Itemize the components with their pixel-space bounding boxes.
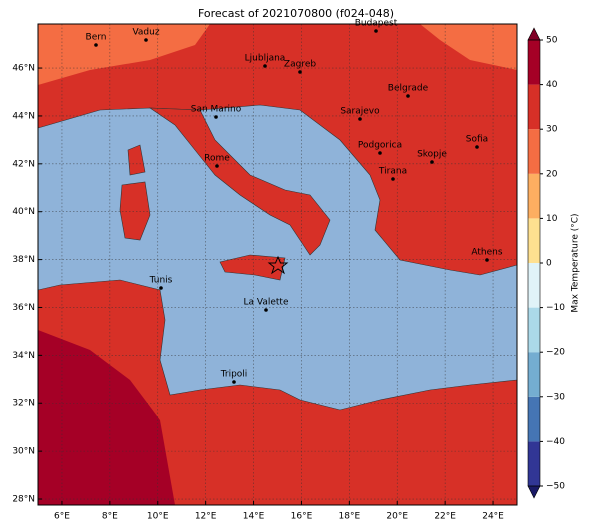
city-dot (214, 115, 218, 119)
city-dot (358, 117, 362, 121)
sardinia (119, 181, 151, 241)
colorbar-tick-label: −30 (546, 392, 565, 402)
sicily (219, 254, 286, 281)
city-dot (159, 286, 163, 290)
y-tick-label: 44°N (12, 111, 35, 121)
city-label: Bern (86, 33, 107, 43)
city-dot (94, 43, 98, 47)
city-label: Tirana (378, 167, 407, 177)
colorbar-tick-label: 30 (546, 125, 558, 135)
city-label: Tripoli (220, 370, 248, 380)
colorbar-tick-label: −40 (546, 437, 565, 447)
city-dot (475, 145, 479, 149)
colorbar-bin (528, 396, 540, 442)
city-dot (263, 64, 267, 68)
city-label: La Valette (244, 298, 289, 308)
city-dot (144, 38, 148, 42)
x-tick-label: 10°E (147, 512, 169, 522)
city-dot (391, 177, 395, 181)
city-label: Skopje (417, 150, 447, 160)
warm-zone (38, 24, 210, 85)
city-dot (374, 29, 378, 33)
city-label: Ljubljana (245, 54, 286, 64)
colorbar-bin (528, 352, 540, 397)
colorbar-bin (528, 441, 540, 486)
x-tick-label: 14°E (243, 512, 265, 522)
city-dot (264, 308, 268, 312)
city-dot (232, 380, 236, 384)
x-tick-label: 8°E (102, 512, 118, 522)
y-tick-label: 38°N (12, 255, 35, 265)
colorbar-bin (528, 263, 540, 308)
y-tick-label: 28°N (12, 495, 35, 505)
colorbar-under (527, 485, 541, 499)
x-tick-label: 12°E (195, 512, 217, 522)
city-label: Sofia (466, 135, 488, 145)
city-dot (430, 160, 434, 164)
city-label: Vaduz (132, 28, 159, 38)
city-label: Belgrade (388, 84, 429, 94)
colorbar-tick-label: 40 (546, 80, 558, 90)
city-dot (406, 94, 410, 98)
colorbar-tick-label: 20 (546, 169, 558, 179)
colorbar-tick-label: −50 (546, 482, 565, 492)
y-tick-label: 40°N (12, 207, 35, 217)
italy (148, 107, 331, 256)
title: Forecast of 2021070800 (f024-048) (198, 7, 394, 20)
y-tick-label: 36°N (12, 303, 35, 313)
x-tick-label: 16°E (291, 512, 313, 522)
city-label: Athens (471, 248, 502, 258)
city-label: San Marino (191, 105, 242, 115)
corsica (127, 144, 146, 176)
city-dot (485, 258, 489, 262)
colorbar-tick-label: 50 (546, 36, 558, 46)
y-tick-label: 42°N (12, 159, 35, 169)
x-tick-label: 6°E (54, 512, 70, 522)
y-tick-label: 30°N (12, 447, 35, 457)
colorbar-bin (528, 84, 540, 130)
y-tick-label: 34°N (12, 351, 35, 361)
map (38, 24, 517, 505)
y-tick-label: 32°N (12, 399, 35, 409)
city-label: Zagreb (284, 60, 316, 70)
colorbar-bin (528, 218, 540, 263)
colorbar-tick-label: 10 (546, 214, 558, 224)
y-tick-label: 46°N (12, 64, 35, 74)
x-tick-label: 18°E (339, 512, 361, 522)
colorbar-label: Max Temperature (°C) (571, 213, 581, 312)
colorbar-bin (528, 129, 540, 174)
city-label: Rome (204, 154, 230, 164)
x-tick-label: 22°E (434, 512, 456, 522)
city-dot (298, 70, 302, 74)
city-dot (215, 164, 219, 168)
hot-zone (38, 330, 175, 505)
x-tick-label: 24°E (482, 512, 504, 522)
city-label: Tunis (149, 276, 173, 286)
star-marker (267, 255, 289, 275)
city-label: Sarajevo (340, 107, 380, 117)
colorbar-tick-label: −10 (546, 303, 565, 313)
colorbar-bin (528, 307, 540, 353)
map-frame (37, 23, 518, 506)
colorbar-bin (528, 40, 540, 85)
city-dot (378, 151, 382, 155)
city-label: Podgorica (358, 141, 402, 151)
colorbar-tick-label: 0 (546, 259, 552, 269)
colorbar-bin (528, 173, 540, 219)
city-label: Budapest (355, 19, 398, 29)
colorbar-over (527, 27, 541, 41)
x-tick-label: 20°E (386, 512, 408, 522)
colorbar-tick-label: −20 (546, 348, 565, 358)
